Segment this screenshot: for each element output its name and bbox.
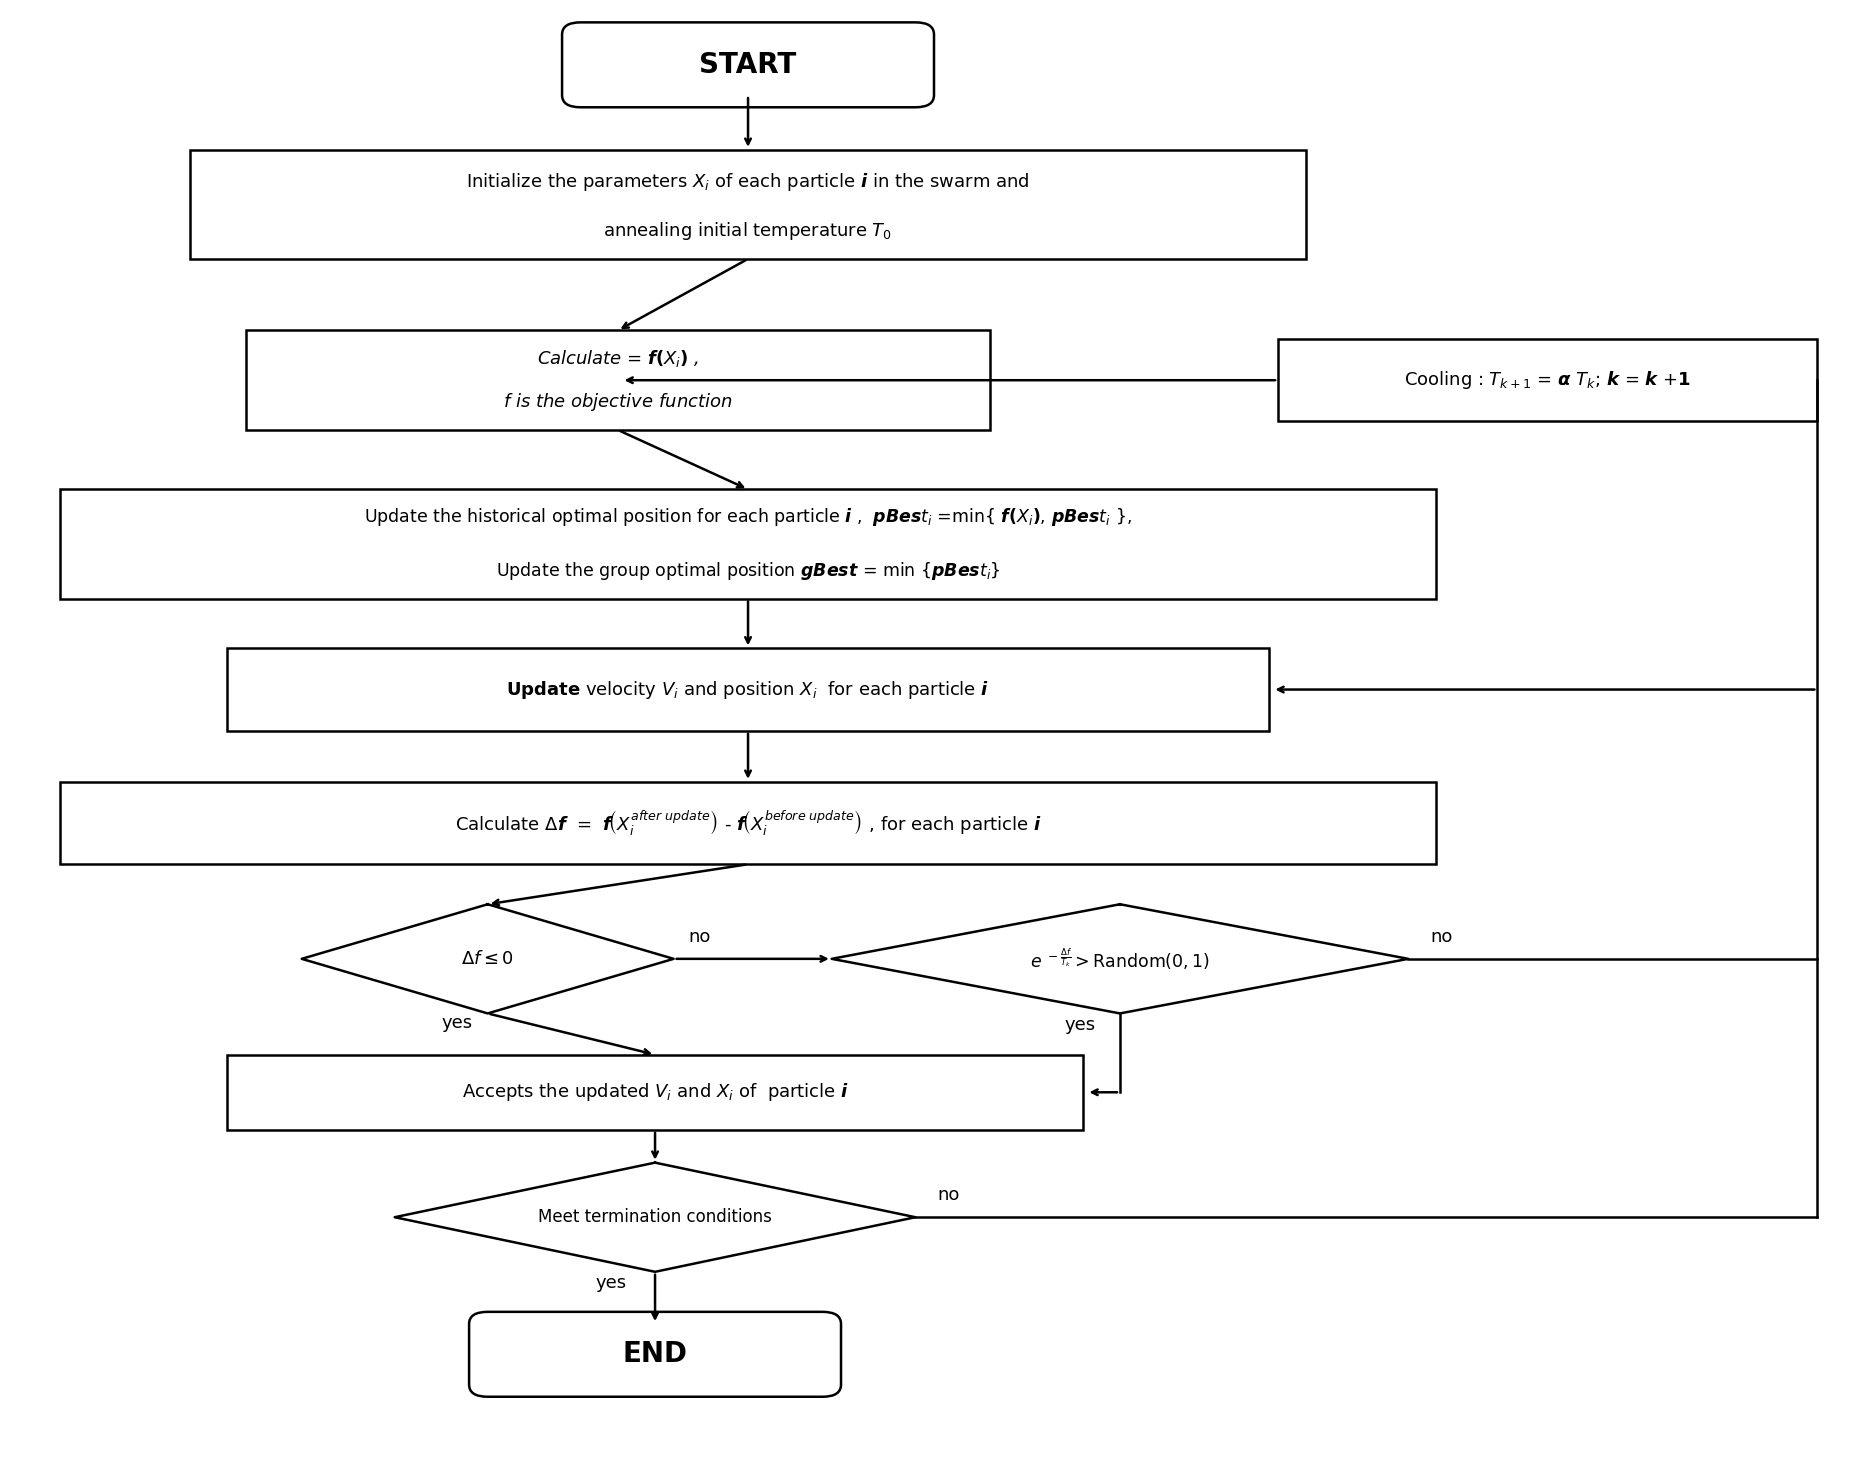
Text: Update the group optimal position $\boldsymbol{gBest}$ = min {$\boldsymbol{pBest: Update the group optimal position $\bold… xyxy=(495,559,1001,581)
Text: START: START xyxy=(699,51,796,79)
Text: yes: yes xyxy=(1065,1016,1095,1035)
Bar xyxy=(60,782,1436,864)
Bar xyxy=(228,1054,1083,1130)
Bar xyxy=(247,331,990,430)
Polygon shape xyxy=(831,905,1408,1013)
FancyBboxPatch shape xyxy=(562,22,934,107)
Polygon shape xyxy=(303,905,674,1013)
Text: yes: yes xyxy=(441,1015,473,1032)
Text: Calculate $\Delta\boldsymbol{f}$  =  $\boldsymbol{f}\!\left(\boldsymbol{X_i^{aft: Calculate $\Delta\boldsymbol{f}$ = $\bol… xyxy=(454,808,1040,837)
Text: no: no xyxy=(689,928,712,946)
Text: $\Delta f \leq 0$: $\Delta f \leq 0$ xyxy=(461,950,514,968)
Text: no: no xyxy=(938,1186,960,1205)
Bar xyxy=(228,649,1268,731)
Bar xyxy=(1278,340,1818,422)
Text: no: no xyxy=(1431,928,1453,946)
Text: $f$ is the objective function: $f$ is the objective function xyxy=(502,391,732,413)
Text: $\mathbf{Update}$ velocity $\boldsymbol{V_i}$ and position $\boldsymbol{X_i}$  f: $\mathbf{Update}$ velocity $\boldsymbol{… xyxy=(506,678,990,701)
Text: Accepts the updated $\boldsymbol{V_i}$ and $\boldsymbol{X_i}$ of  particle $\bol: Accepts the updated $\boldsymbol{V_i}$ a… xyxy=(461,1082,848,1104)
Bar xyxy=(191,149,1306,259)
Text: yes: yes xyxy=(596,1274,626,1291)
Text: END: END xyxy=(622,1341,687,1369)
Text: Cooling : $\boldsymbol{T_{k+1}}$ = $\boldsymbol{\alpha}$ $\boldsymbol{T_k}$; $\b: Cooling : $\boldsymbol{T_{k+1}}$ = $\bol… xyxy=(1405,369,1691,391)
Polygon shape xyxy=(394,1162,915,1272)
FancyBboxPatch shape xyxy=(469,1312,841,1397)
Text: annealing initial temperature $\boldsymbol{T_0}$: annealing initial temperature $\boldsymb… xyxy=(603,220,893,242)
Text: Calculate = $\boldsymbol{f(X_i)}$ ,: Calculate = $\boldsymbol{f(X_i)}$ , xyxy=(536,348,699,369)
Text: Meet termination conditions: Meet termination conditions xyxy=(538,1208,771,1227)
Bar xyxy=(60,489,1436,599)
Text: $e^{\ -\frac{\Delta f}{T_k}} > \mathrm{Random}(0,1)$: $e^{\ -\frac{\Delta f}{T_k}} > \mathrm{R… xyxy=(1029,946,1210,972)
Text: Update the historical optimal position for each particle $\boldsymbol{i}$ ,  $\b: Update the historical optimal position f… xyxy=(364,507,1132,529)
Text: Initialize the parameters $\boldsymbol{X_i}$ of each particle $\boldsymbol{i}$ i: Initialize the parameters $\boldsymbol{X… xyxy=(467,171,1029,193)
